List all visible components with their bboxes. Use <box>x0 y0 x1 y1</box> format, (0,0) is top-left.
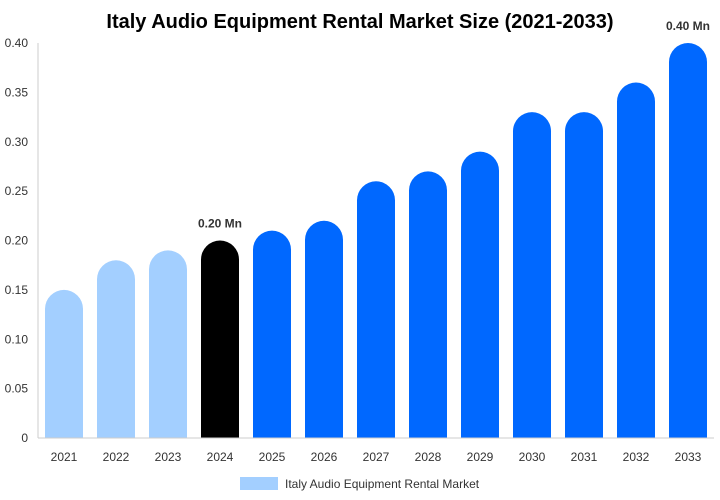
y-tick-label: 0.30 <box>5 135 29 149</box>
y-tick-label: 0.05 <box>5 382 29 396</box>
legend-swatch <box>240 477 278 490</box>
x-axis: 2021 2022 2023 2024 2025 2026 2027 2028 2029 2030… <box>38 437 714 464</box>
bar-2032[interactable] <box>617 82 655 439</box>
y-tick-label: 0.10 <box>5 332 29 346</box>
x-tick-label: 2025 <box>259 450 286 464</box>
x-tick-label: 2022 <box>103 450 130 464</box>
x-tick-label: 2031 <box>571 450 598 464</box>
y-tick-label: 0.35 <box>5 85 29 99</box>
bar-2029[interactable] <box>461 151 499 438</box>
x-tick-label: 2021 <box>51 450 78 464</box>
x-tick-label: 2026 <box>311 450 338 464</box>
y-tick-label: 0.20 <box>5 234 29 248</box>
x-tick-label: 2029 <box>467 450 494 464</box>
bar-2024[interactable] <box>201 240 239 439</box>
bar-2027[interactable] <box>357 181 395 438</box>
bar-2030[interactable] <box>513 112 551 438</box>
y-tick-label: 0.15 <box>5 283 29 297</box>
bar-2023[interactable] <box>149 250 187 438</box>
x-tick-label: 2024 <box>207 450 234 464</box>
legend[interactable]: Italy Audio Equipment Rental Market <box>240 477 480 491</box>
x-tick-label: 2033 <box>675 450 702 464</box>
bars <box>45 43 707 438</box>
bar-2033[interactable] <box>669 43 707 438</box>
x-tick-label: 2023 <box>155 450 182 464</box>
y-tick-label: 0.40 <box>5 36 29 50</box>
data-labels: 0.20 Mn 0.40 Mn <box>198 19 710 231</box>
data-label: 0.20 Mn <box>198 217 242 231</box>
bar-2026[interactable] <box>305 220 343 438</box>
bar-2022[interactable] <box>97 260 135 438</box>
x-tick-label: 2028 <box>415 450 442 464</box>
y-tick-label: 0 <box>21 431 28 445</box>
y-tick-label: 0.25 <box>5 184 29 198</box>
y-axis: 0 0.05 0.10 0.15 0.20 0.25 0.30 0.35 0.40 <box>5 36 39 445</box>
legend-label: Italy Audio Equipment Rental Market <box>285 477 480 491</box>
x-tick-label: 2032 <box>623 450 650 464</box>
bar-2028[interactable] <box>409 171 447 438</box>
data-label: 0.40 Mn <box>666 19 710 33</box>
x-tick-label: 2027 <box>363 450 390 464</box>
chart-title: Italy Audio Equipment Rental Market Size… <box>106 11 613 33</box>
bar-2021[interactable] <box>45 289 83 438</box>
x-tick-label: 2030 <box>519 450 546 464</box>
bar-2025[interactable] <box>253 230 291 438</box>
bar-2031[interactable] <box>565 112 603 438</box>
